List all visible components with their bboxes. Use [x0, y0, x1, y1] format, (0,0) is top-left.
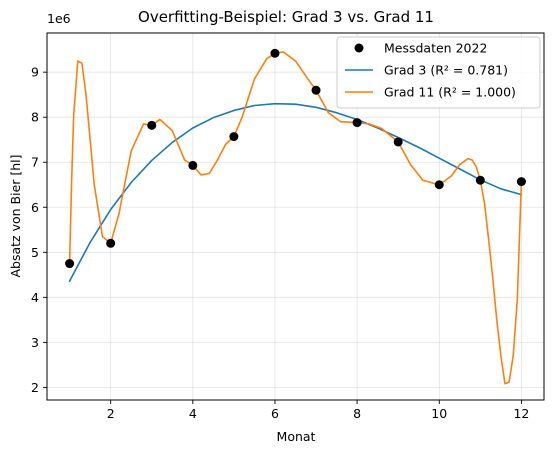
x-tick-label: 10 [431, 406, 447, 421]
y-offset-label: 1e6 [47, 11, 71, 26]
y-tick-label: 3 [31, 335, 39, 350]
data-point [270, 48, 280, 58]
data-point [434, 180, 444, 190]
series-line-grad3 [68, 102, 523, 282]
legend: Messdaten 2022 Grad 3 (R² = 0.781) Grad … [336, 36, 541, 109]
axes-frame [46, 32, 545, 401]
data-point [516, 177, 526, 187]
y-tick-label: 2 [31, 380, 39, 395]
y-tick-label: 8 [31, 110, 39, 125]
data-point [106, 238, 116, 248]
x-tick-label: 2 [107, 406, 115, 421]
data-point [229, 132, 239, 142]
x-tick-label: 4 [189, 406, 197, 421]
y-tick-label: 4 [31, 290, 39, 305]
x-tick-label: 6 [271, 406, 279, 421]
y-axis-label: Absatz von Bier [hl] [8, 154, 23, 277]
x-axis-ticks: 2 4 6 8 10 12 [107, 400, 529, 421]
legend-label-grad3: Grad 3 (R² = 0.781) [384, 63, 508, 78]
chart-title: Overfitting-Beispiel: Grad 3 vs. Grad 11 [138, 8, 434, 26]
y-tick-label: 6 [31, 200, 39, 215]
data-point [311, 85, 321, 95]
plot-area [65, 48, 526, 385]
data-point [188, 160, 198, 170]
x-tick-label: 12 [513, 406, 529, 421]
legend-marker-messdaten [354, 43, 364, 53]
data-point [475, 175, 485, 185]
data-point [393, 137, 403, 147]
data-point [147, 120, 157, 130]
x-axis-label: Monat [277, 429, 316, 444]
data-point [352, 118, 362, 128]
series-line-grad11 [68, 51, 523, 385]
legend-label-grad11: Grad 11 (R² = 1.000) [384, 85, 516, 100]
y-tick-label: 9 [31, 65, 39, 80]
y-tick-label: 7 [31, 155, 39, 170]
data-point [65, 259, 75, 269]
y-axis-ticks: 2 3 4 5 6 7 8 9 [31, 65, 47, 395]
legend-label-messdaten: Messdaten 2022 [384, 41, 487, 56]
x-tick-label: 8 [353, 406, 361, 421]
y-tick-label: 5 [31, 245, 39, 260]
legend-box [336, 36, 541, 109]
